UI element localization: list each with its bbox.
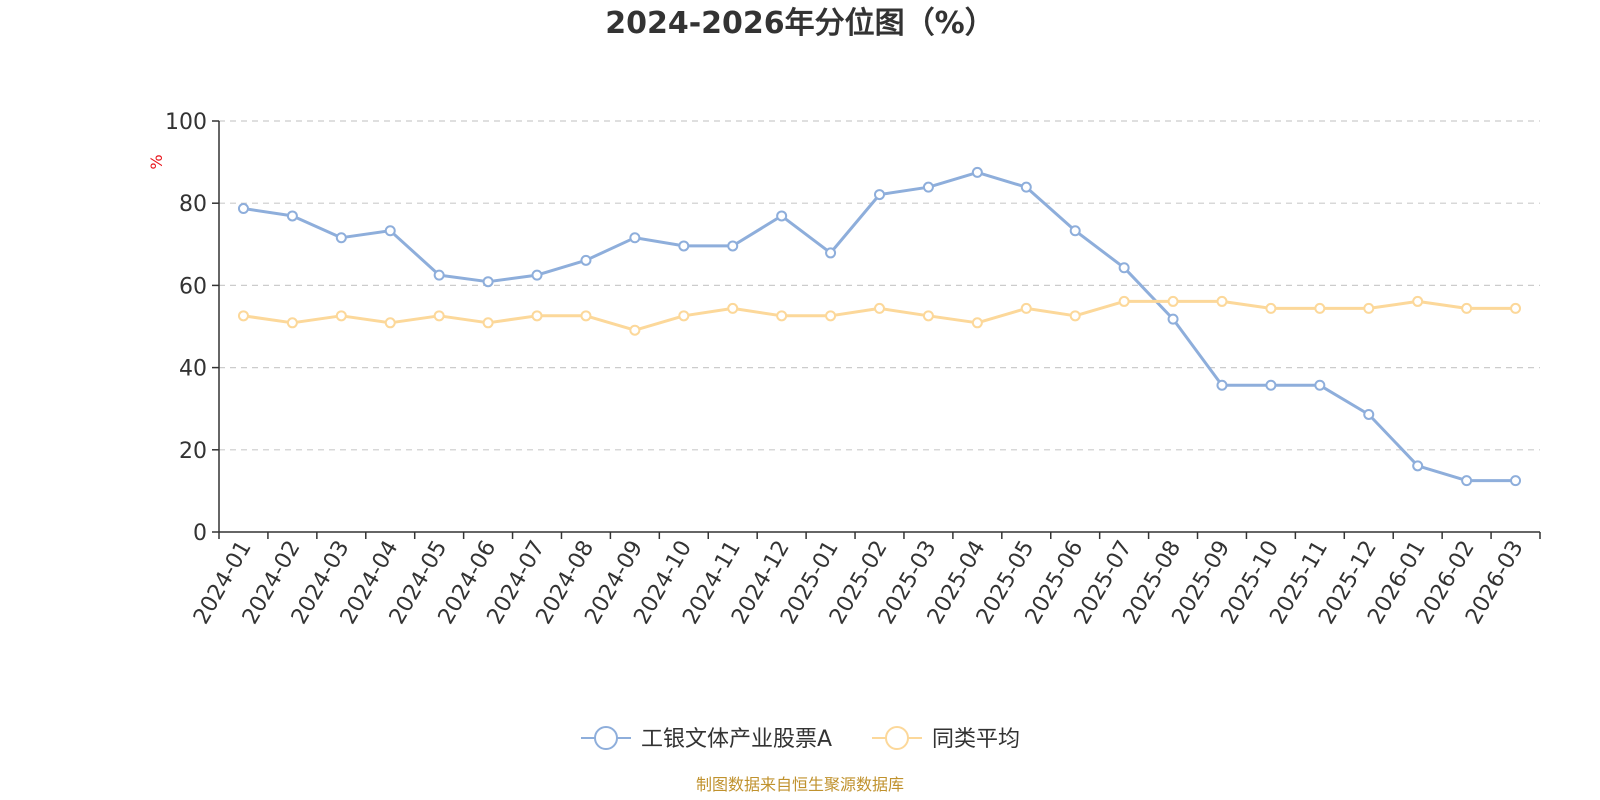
legend-label: 工银文体产业股票A bbox=[641, 727, 832, 752]
data-point bbox=[286, 317, 298, 329]
y-tick-label: 0 bbox=[193, 521, 207, 546]
data-point bbox=[1118, 295, 1130, 307]
y-tick-label: 80 bbox=[179, 192, 207, 217]
data-point bbox=[335, 232, 347, 244]
legend-label: 同类平均 bbox=[932, 727, 1020, 752]
data-point bbox=[971, 166, 983, 178]
data-point bbox=[531, 310, 543, 322]
data-point bbox=[776, 210, 788, 222]
data-point bbox=[1069, 225, 1081, 237]
data-point bbox=[629, 324, 641, 336]
data-point bbox=[1020, 302, 1032, 314]
y-tick-label: 20 bbox=[179, 439, 207, 464]
data-point bbox=[874, 189, 885, 201]
data-point bbox=[922, 310, 934, 322]
data-point bbox=[286, 210, 298, 222]
data-point bbox=[1412, 460, 1424, 472]
data-point bbox=[1412, 295, 1424, 307]
data-point bbox=[1167, 313, 1179, 325]
y-axis-ticks: 0 20 40 60 80 100 bbox=[165, 110, 219, 546]
source-note: 制图数据来自恒生聚源数据库 bbox=[696, 775, 904, 794]
data-point bbox=[1314, 302, 1326, 314]
data-point bbox=[776, 310, 788, 322]
data-point bbox=[874, 302, 885, 314]
data-point bbox=[384, 225, 396, 237]
data-point bbox=[237, 203, 249, 215]
data-point bbox=[971, 317, 983, 329]
series-group bbox=[237, 166, 1522, 487]
grid-lines bbox=[219, 120, 1540, 451]
y-tick-label: 100 bbox=[165, 110, 207, 135]
data-point bbox=[384, 317, 396, 329]
data-point bbox=[1118, 262, 1130, 274]
data-point bbox=[1363, 302, 1375, 314]
data-point bbox=[482, 317, 494, 329]
data-point bbox=[1020, 181, 1032, 193]
data-point bbox=[531, 269, 543, 281]
data-point bbox=[825, 310, 837, 322]
legend-marker bbox=[885, 726, 909, 750]
y-tick-label: 40 bbox=[179, 357, 207, 382]
y-tick-label: 60 bbox=[179, 274, 207, 299]
x-axis-ticks: 2024-012024-022024-032024-042024-052024-… bbox=[189, 532, 1541, 629]
data-point bbox=[580, 254, 592, 266]
legend-marker bbox=[594, 726, 618, 750]
data-point bbox=[237, 310, 249, 322]
data-point bbox=[1461, 475, 1473, 487]
data-point bbox=[727, 240, 739, 252]
data-point bbox=[1461, 302, 1473, 314]
data-point bbox=[482, 276, 494, 288]
legend: 工银文体产业股票A 同类平均 bbox=[581, 726, 1020, 752]
data-point bbox=[1216, 379, 1228, 391]
data-point bbox=[433, 269, 445, 281]
data-point bbox=[1216, 295, 1228, 307]
data-point bbox=[825, 247, 837, 259]
data-point bbox=[580, 310, 592, 322]
data-point bbox=[1510, 302, 1522, 314]
chart-title: 2024-2026年分位图（%） bbox=[605, 6, 995, 41]
data-point bbox=[1265, 379, 1277, 391]
data-point bbox=[1167, 295, 1179, 307]
data-point bbox=[433, 310, 445, 322]
data-point bbox=[1363, 408, 1375, 420]
data-point bbox=[1265, 302, 1277, 314]
data-point bbox=[678, 240, 690, 252]
data-point bbox=[1510, 475, 1522, 487]
y-axis-label: % bbox=[147, 154, 166, 169]
data-point bbox=[922, 181, 934, 193]
data-point bbox=[1314, 379, 1326, 391]
data-point bbox=[727, 302, 739, 314]
data-point bbox=[1069, 310, 1081, 322]
series-line-0 bbox=[243, 170, 1516, 483]
data-point bbox=[629, 232, 641, 244]
data-point bbox=[678, 310, 690, 322]
data-point bbox=[335, 310, 347, 322]
